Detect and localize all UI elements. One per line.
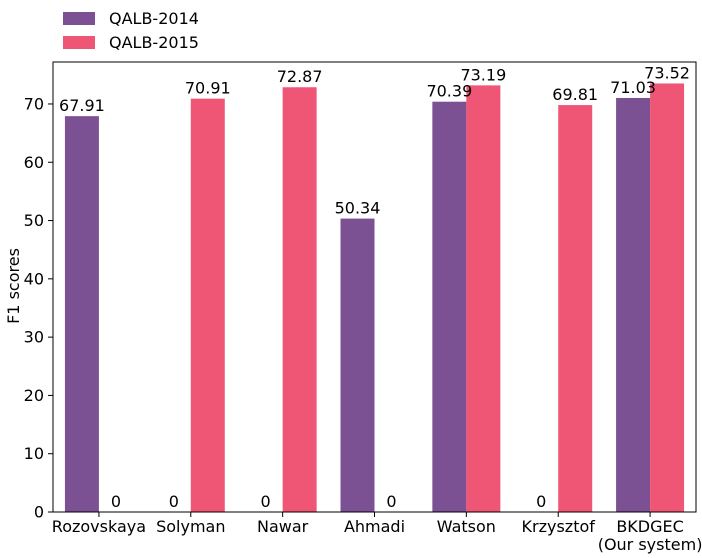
bars-group [64,83,685,513]
x-axis: Rozovskaya Solyman Nawar Ahmadi Watson Krzysz… [52,512,702,554]
data-label: 73.52 [644,63,690,82]
bar-qalb-2014 [64,116,99,513]
x-tick-label: Nawar [257,517,309,536]
data-label: 50.34 [335,199,381,218]
data-label: 0 [111,492,121,511]
legend-swatch [63,36,95,49]
y-tick-label: 10 [24,444,44,463]
x-tick-label: BKDGEC (Our system) [598,517,702,554]
data-labels-group: 67.91 0 0 50.34 70.39 0 71.03 0 70.91 72.87 0 73.19… [59,63,690,511]
data-label: 0 [536,492,546,511]
data-label: 67.91 [59,96,105,115]
x-tick-label: Rozovskaya [52,517,146,536]
legend-swatch [63,12,95,25]
bar-qalb-2014 [340,218,375,512]
bar-qalb-2015 [466,85,501,512]
x-tick-label: Krzysztof [522,517,596,536]
y-tick-label: 0 [34,503,44,522]
x-tick-label: Ahmadi [344,517,405,536]
data-label: 71.03 [610,78,656,97]
y-tick-label: 40 [24,269,44,288]
bar-qalb-2015 [190,98,225,513]
legend-label: QALB-2015 [109,33,199,52]
y-tick-label: 70 [24,94,44,113]
data-label: 72.87 [277,67,323,86]
legend-label: QALB-2014 [109,9,199,28]
data-label: 0 [169,492,179,511]
y-tick-label: 50 [24,211,44,230]
x-tick-label: Watson [437,517,496,536]
bar-qalb-2015 [558,105,593,513]
data-label: 69.81 [552,85,598,104]
data-label: 0 [261,492,271,511]
bar-qalb-2015 [282,87,317,513]
data-label: 70.39 [426,82,472,101]
y-axis: 0 10 20 30 40 50 60 70 [24,94,53,522]
y-tick-label: 60 [24,153,44,172]
bar-qalb-2014 [432,101,467,513]
data-label: 73.19 [460,65,506,84]
y-axis-label: F1 scores [4,248,23,324]
bar-qalb-2015 [650,83,685,512]
x-tick-label: Solyman [156,517,225,536]
y-tick-label: 20 [24,386,44,405]
legend: QALB-2014 QALB-2015 [63,9,199,52]
bar-qalb-2014 [616,97,651,512]
y-tick-label: 30 [24,328,44,347]
data-label: 0 [386,492,396,511]
data-label: 70.91 [185,79,231,98]
